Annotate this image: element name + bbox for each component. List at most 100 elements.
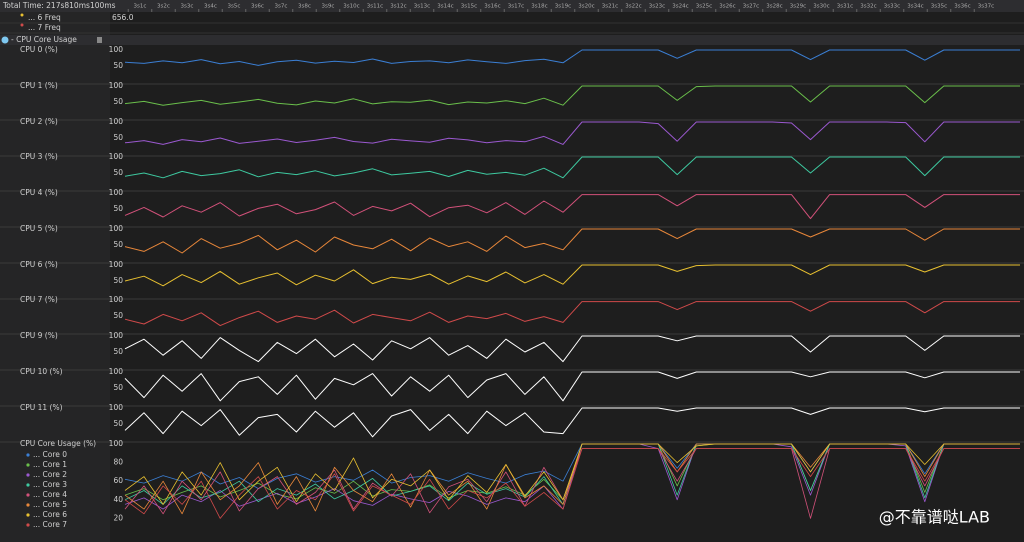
freq-dot — [20, 23, 24, 27]
y-tick-label: 100 — [109, 260, 124, 269]
legend-dot — [26, 483, 30, 487]
ruler-label: 3s15c — [461, 4, 477, 10]
total-time: Total Time: 217s810ms — [2, 1, 90, 10]
freq-label: ... 7 Freq — [28, 23, 61, 32]
legend-label: ... Core 5 — [33, 500, 67, 509]
legend-label: ... Core 2 — [33, 470, 67, 479]
ruler-label: 3s37c — [978, 4, 994, 10]
track-label: CPU 1 (%) — [20, 81, 58, 90]
ruler-label: 3s12c — [390, 4, 406, 10]
track-label: CPU 2 (%) — [20, 117, 58, 126]
y-tick-label: 100 — [109, 367, 124, 376]
ruler-label: 3s11c — [367, 4, 383, 10]
y-tick-label: 100 — [109, 224, 124, 233]
ruler-label: 3s6c — [251, 4, 264, 10]
ruler-label: 3s36c — [954, 4, 970, 10]
legend-dot — [26, 493, 30, 497]
y-tick-label: 100 — [109, 45, 124, 54]
legend-dot — [26, 513, 30, 517]
ruler-label: 3s34c — [907, 4, 923, 10]
ruler-label: 3s4c — [204, 4, 217, 10]
y-tick-label: 20 — [113, 513, 123, 522]
left-panel — [0, 0, 110, 542]
cpu-trace — [124, 49, 1020, 66]
track-label: CPU 11 (%) — [20, 403, 63, 412]
ruler-label: 3s16c — [484, 4, 500, 10]
ruler-label: 3s32c — [860, 4, 876, 10]
y-tick-label: 60 — [113, 476, 123, 485]
ruler-label: 3s28c — [766, 4, 782, 10]
cpu-trace — [124, 194, 1020, 220]
y-tick-label: 100 — [109, 439, 124, 448]
y-tick-label: 50 — [113, 168, 123, 177]
ruler-label: 3s26c — [719, 4, 735, 10]
y-tick-label: 100 — [109, 117, 124, 126]
ruler-label: 3s13c — [414, 4, 430, 10]
ruler-label: 3s19c — [555, 4, 571, 10]
ruler-label: 3s3c — [181, 4, 194, 10]
y-tick-label: 50 — [113, 240, 123, 249]
ruler-label: 3s1c — [134, 4, 147, 10]
legend-label: ... Core 0 — [33, 450, 67, 459]
group-toggle[interactable] — [1, 36, 9, 44]
group-header[interactable] — [0, 35, 1024, 45]
ruler-label: 3s2c — [157, 4, 170, 10]
legend-label: ... Core 6 — [33, 510, 67, 519]
y-tick-label: 50 — [113, 419, 123, 428]
zoom: 100ms — [90, 1, 116, 10]
legend-dot — [26, 453, 30, 457]
y-tick-label: 100 — [109, 403, 124, 412]
y-tick-label: 80 — [113, 458, 123, 467]
overview-trace — [124, 448, 1020, 519]
ruler-label: 3s30c — [813, 4, 829, 10]
group-icon[interactable] — [97, 37, 102, 43]
cpu-trace — [124, 301, 1020, 327]
track-label: CPU 3 (%) — [20, 152, 58, 161]
freq-label: ... 6 Freq — [28, 13, 61, 22]
y-tick-label: 50 — [113, 311, 123, 320]
legend-dot — [26, 523, 30, 527]
y-tick-label: 100 — [109, 188, 124, 197]
freq-value: 656.0 — [112, 13, 134, 22]
legend-label: ... Core 1 — [33, 460, 67, 469]
freq-dot — [20, 13, 24, 17]
track-label: CPU 0 (%) — [20, 45, 58, 54]
ruler-label: 3s10c — [343, 4, 359, 10]
track-label: CPU 10 (%) — [20, 367, 63, 376]
group-title-text: CPU Core Usage — [16, 35, 77, 44]
cpu-trace — [124, 85, 1020, 106]
overview-trace — [124, 443, 1020, 505]
ruler-label: 3s22c — [625, 4, 641, 10]
track-label: CPU 4 (%) — [20, 188, 58, 197]
ruler-label: 3s29c — [790, 4, 806, 10]
ruler-label: 3s35c — [931, 4, 947, 10]
ruler-label: 3s5c — [228, 4, 241, 10]
track-label: CPU 9 (%) — [20, 331, 58, 340]
y-tick-label: 40 — [113, 495, 123, 504]
y-tick-label: 50 — [113, 133, 123, 142]
legend-label: ... Core 3 — [33, 480, 67, 489]
ruler-label: 3s21c — [602, 4, 618, 10]
cpu-trace — [124, 121, 1020, 145]
y-tick-label: 100 — [109, 295, 124, 304]
ruler-label: 3s14c — [437, 4, 453, 10]
ruler-label: 3s33c — [884, 4, 900, 10]
watermark: @不靠谱哒LAB — [879, 508, 990, 527]
y-tick-label: 100 — [109, 331, 124, 340]
cpu-trace — [124, 335, 1020, 363]
ruler-label: 3s8c — [298, 4, 311, 10]
y-tick-label: 50 — [113, 204, 123, 213]
legend-label: ... Core 4 — [33, 490, 67, 499]
y-tick-label: 100 — [109, 81, 124, 90]
y-tick-label: 50 — [113, 347, 123, 356]
cpu-trace — [124, 407, 1020, 438]
ruler-label: 3s31c — [837, 4, 853, 10]
ruler-label: 3s20c — [578, 4, 594, 10]
legend-dot — [26, 463, 30, 467]
y-tick-label: 100 — [109, 152, 124, 161]
cpu-trace — [124, 371, 1020, 402]
legend-dot — [26, 473, 30, 477]
group-title: - CPU Core Usage — [11, 35, 77, 44]
